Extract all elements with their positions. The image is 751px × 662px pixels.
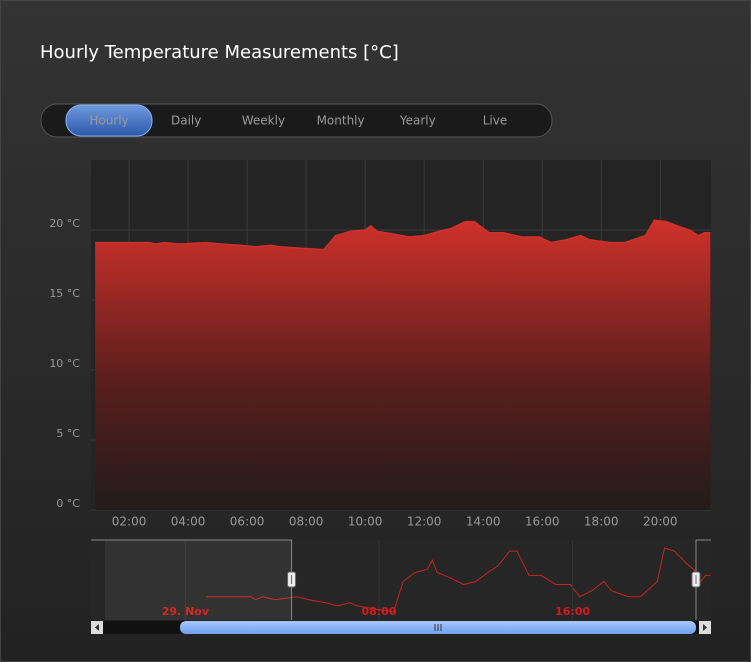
x-tick-label: 02:00: [112, 515, 147, 529]
range-button[interactable]: Daily: [171, 114, 201, 128]
navigator: 29. Nov 08:00 16:00: [91, 539, 711, 620]
x-tick-label: 16:00: [525, 515, 560, 529]
y-tick-label: 10 °C: [49, 357, 80, 370]
y-tick-label: 0 °C: [56, 497, 80, 510]
x-tick-label: 18:00: [584, 515, 619, 529]
selected-button: [65, 104, 153, 137]
x-tick-label: 12:00: [407, 515, 442, 529]
x-tick-label: 14:00: [466, 515, 501, 529]
navigator-area: [91, 540, 711, 620]
x-tick-label: 08:00: [289, 515, 324, 529]
y-tick-label: 5 °C: [56, 427, 80, 440]
grip-icon: [434, 624, 442, 631]
range-button[interactable]: Live: [483, 114, 508, 128]
arrow-icon: [703, 624, 707, 631]
navigator-mask: [105, 540, 292, 620]
y-tick-label: 20 °C: [49, 217, 80, 230]
area: [95, 220, 711, 510]
navigator-tick-label: 16:00: [555, 605, 590, 618]
chart-title: Hourly Temperature Measurements [°C]: [40, 42, 399, 63]
navigator-line: [205, 547, 711, 613]
x-tick-label: 20:00: [643, 515, 678, 529]
range-button[interactable]: Yearly: [399, 114, 436, 128]
x-tick-label: 04:00: [171, 515, 206, 529]
plot: 0 °C 5 °C 10 °C 15 °C 20 °C 02:00 04:00 06:00 08…: [49, 160, 711, 529]
range-button[interactable]: Hourly: [89, 114, 128, 128]
range-button[interactable]: Weekly: [242, 114, 285, 128]
range-selector: [40, 103, 553, 138]
navigator-tick-label: 08:00: [361, 605, 396, 618]
x-tick-label: 10:00: [348, 515, 383, 529]
navigator-tick-label: 29. Nov: [162, 605, 210, 618]
y-tick-label: 15 °C: [49, 287, 80, 300]
arrow-icon: [95, 624, 99, 631]
navigator-outline: [91, 539, 711, 620]
line: [95, 219, 711, 251]
range-button[interactable]: Monthly: [317, 114, 365, 128]
x-tick-label: 06:00: [230, 515, 265, 529]
